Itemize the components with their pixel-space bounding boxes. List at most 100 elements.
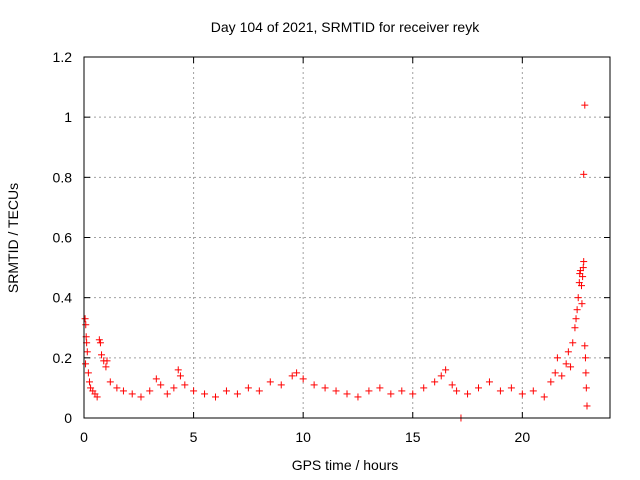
data-point [82,321,90,329]
data-point [170,384,178,392]
data-point [518,390,526,398]
data-point [398,387,406,395]
data-point [277,381,285,389]
data-point [578,282,586,290]
data-point [146,387,154,395]
data-point [507,384,515,392]
data-point [581,342,589,350]
data-point [376,384,384,392]
data-point [475,384,482,392]
data-point [540,393,548,401]
y-tick-label: 0.8 [53,169,73,185]
data-point [569,339,577,347]
data-point [233,390,241,398]
data-point [453,387,461,395]
data-point [95,336,103,344]
data-point [571,324,579,332]
data-point [583,402,591,410]
data-point [152,375,160,383]
data-point [576,267,584,275]
data-point [321,384,329,392]
grid-layer [84,57,610,418]
data-point [128,390,136,398]
data-point [529,387,537,395]
x-tick-label: 15 [405,429,421,445]
data-point [255,387,263,395]
data-point [93,393,101,401]
data-point [553,354,561,362]
x-tick-label: 10 [295,429,311,445]
data-point [96,339,104,347]
data-point [201,390,209,398]
data-point [582,384,590,392]
data-point [288,372,296,380]
data-point [365,387,373,395]
data-point [551,369,559,377]
data-point [84,369,92,377]
data-point [581,354,589,362]
x-tick-label: 0 [80,429,88,445]
data-point [176,372,184,380]
data-point [581,101,589,109]
data-point [157,381,165,389]
y-tick-label: 0.4 [53,290,73,306]
data-point [354,393,362,401]
data-point [578,300,586,308]
y-tick-label: 0 [64,410,72,426]
data-point [83,348,91,356]
data-point [485,378,493,386]
data-point [293,369,301,377]
data-point [103,357,111,365]
data-point [119,387,127,395]
chart-title: Day 104 of 2021, SRMTID for receiver rey… [211,19,480,35]
y-tick-label: 1 [64,109,72,125]
data-point [409,390,417,398]
data-point [102,363,110,371]
data-point [222,387,230,395]
data-point [572,315,580,323]
data-point [562,360,570,368]
data-point [98,351,106,359]
data-point [420,384,428,392]
points-layer [81,101,591,422]
x-tick-label: 20 [515,429,531,445]
data-point [310,381,318,389]
y-axis-title: SRMTID / TECUs [5,183,21,293]
data-point [580,170,588,178]
x-tick-label: 5 [190,429,198,445]
data-point [579,273,587,281]
y-tick-label: 1.2 [53,49,73,65]
data-point [190,387,198,395]
data-point [106,378,114,386]
data-point [163,390,171,398]
data-point [547,378,555,386]
data-point [448,381,456,389]
data-point [573,306,581,314]
data-point [332,387,340,395]
ticks-layer: 0 0.2 0.4 0.6 0.8 1 1.2 0 5 10 15 20 [53,49,610,445]
data-point [464,390,472,398]
data-point [113,384,121,392]
data-point [387,390,395,398]
data-point [431,378,439,386]
data-point [266,378,274,386]
y-tick-label: 0.6 [53,230,73,246]
data-point [579,264,587,272]
data-point [496,387,504,395]
data-point [174,366,182,374]
y-tick-label: 0.2 [53,350,73,366]
data-point [181,381,189,389]
data-point [137,393,145,401]
data-point [82,360,90,368]
data-point [212,393,219,401]
data-point [558,372,566,380]
data-point [574,294,582,302]
data-point [81,315,89,323]
data-point [580,258,588,266]
data-point [582,369,590,377]
plot-frame [83,56,611,419]
data-point [442,366,450,374]
data-point [576,270,584,278]
data-point [567,363,575,371]
